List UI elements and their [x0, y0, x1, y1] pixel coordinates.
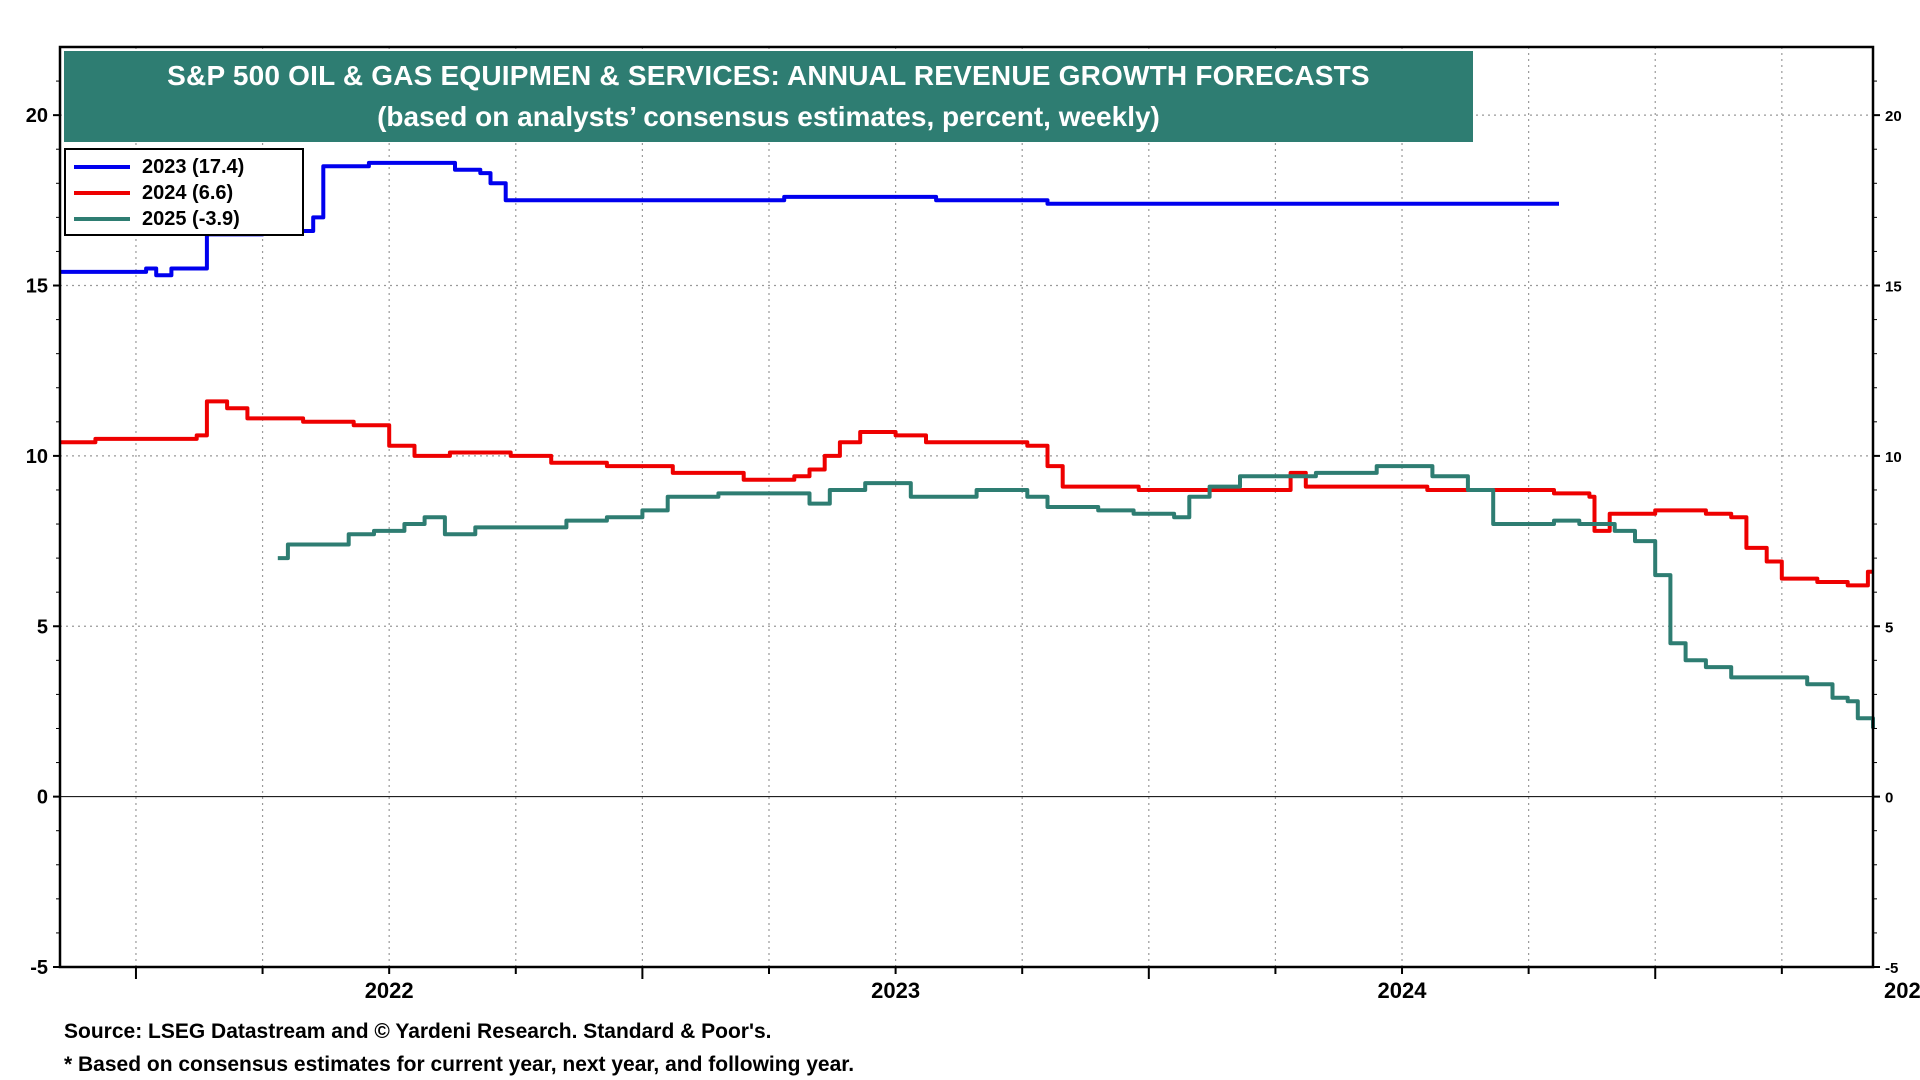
y-tick-label-left: 5 [37, 616, 48, 638]
legend-label-2023: 2023 (17.4) [142, 155, 245, 178]
chart-legend: 2023 (17.4) 2024 (6.6) 2025 (-3.9) [64, 148, 304, 236]
series-line-2 [277, 464, 1875, 729]
legend-swatch-2025 [74, 217, 130, 221]
plot-frame [58, 45, 1875, 969]
footnote: * Based on consensus estimates for curre… [64, 1053, 855, 1076]
legend-label-2024: 2024 (6.6) [142, 181, 234, 204]
y-tick-label-right: 5 [1885, 619, 1893, 636]
y-tick-label-left: 10 [26, 446, 48, 468]
legend-item-2023: 2023 (17.4) [74, 154, 294, 180]
legend-swatch-2024 [74, 191, 130, 195]
x-tick-label: 2024 [1378, 978, 1428, 1003]
chart-title-box: S&P 500 OIL & GAS EQUIPMEN & SERVICES: A… [64, 51, 1473, 142]
chart-title: S&P 500 OIL & GAS EQUIPMEN & SERVICES: A… [167, 60, 1370, 91]
y-tick-label-left: 15 [26, 276, 48, 298]
y-tick-label-right: 10 [1885, 449, 1902, 466]
x-tick-label: 2025 [1884, 978, 1920, 1003]
legend-label-2025: 2025 (-3.9) [142, 207, 240, 230]
legend-item-2024: 2024 (6.6) [74, 180, 294, 206]
legend-item-2025: 2025 (-3.9) [74, 206, 294, 232]
y-tick-label-right: 15 [1885, 279, 1902, 296]
series-line-0 [60, 160, 1559, 278]
x-axis: 2022 2023 2024 2025 [134, 967, 1920, 1003]
grid-layer [60, 47, 1873, 968]
x-tick-label: 2022 [365, 978, 414, 1003]
y-tick-label-right: 0 [1885, 790, 1893, 807]
y-tick-label-right: -5 [1885, 960, 1898, 977]
series-line-1 [60, 399, 1873, 588]
y-axis: -5 -5 0 0 5 5 10 10 15 15 20 20 [26, 80, 1902, 979]
legend-swatch-2023 [74, 165, 130, 169]
series-layer [60, 160, 1875, 729]
y-tick-label-left: -5 [30, 957, 48, 979]
source-note: Source: LSEG Datastream and © Yardeni Re… [64, 1020, 772, 1043]
y-tick-label-left: 20 [26, 105, 48, 127]
x-tick-label: 2023 [871, 978, 920, 1003]
y-tick-label-left: 0 [37, 787, 48, 809]
chart-subtitle: (based on analysts’ consensus estimates,… [377, 101, 1160, 132]
y-tick-label-right: 20 [1885, 108, 1902, 125]
